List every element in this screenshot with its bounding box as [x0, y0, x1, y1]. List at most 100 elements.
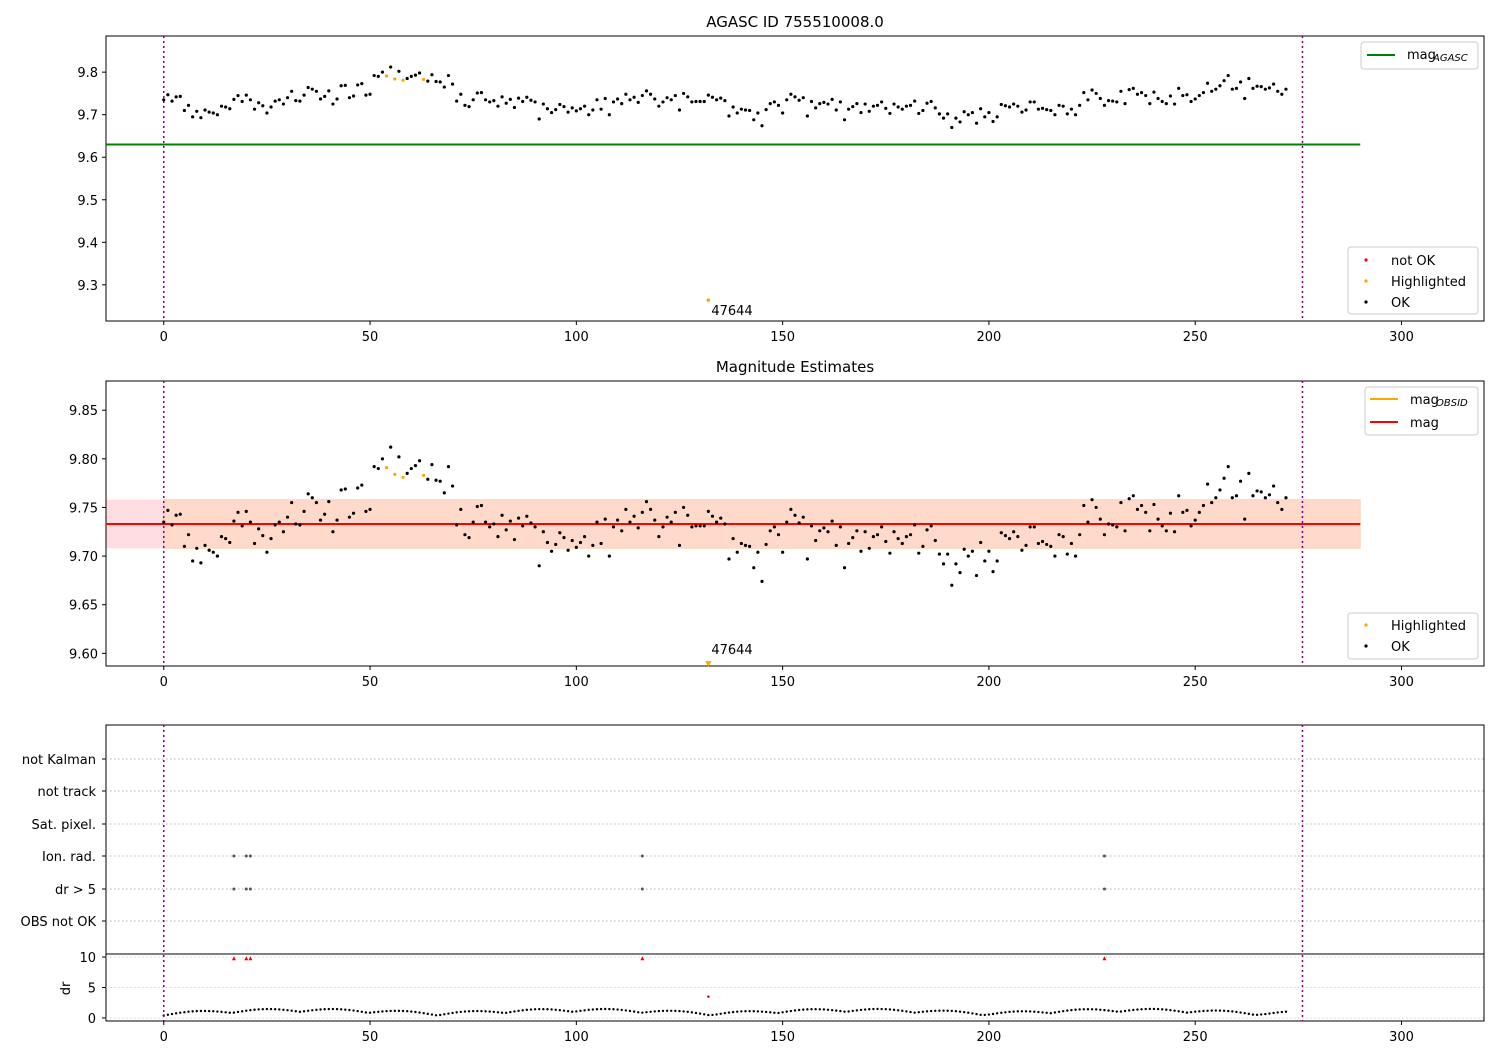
ok-point	[199, 116, 203, 120]
legend-label: OK	[1391, 640, 1410, 655]
dr-point	[884, 1007, 887, 1011]
flag-row-label: not Kalman	[22, 753, 96, 768]
ok-point	[298, 99, 302, 103]
dr-point	[620, 1008, 623, 1012]
dr-point	[612, 1008, 615, 1011]
ok-point	[191, 115, 195, 119]
ok-point	[310, 87, 314, 91]
ok-point	[1234, 494, 1239, 498]
dr-point	[579, 1009, 582, 1013]
ok-point	[376, 466, 380, 471]
dr-point	[1000, 1011, 1003, 1014]
ok-point	[236, 510, 240, 514]
dr-point	[422, 1011, 425, 1015]
ok-point	[211, 550, 215, 554]
dr-point	[1260, 1013, 1263, 1016]
flag-row-label: OBS not OK	[21, 915, 97, 930]
panel2-ytick-label: 9.65	[69, 599, 98, 614]
ok-point	[731, 105, 735, 109]
dr-point	[690, 1011, 694, 1014]
dr-point	[1189, 1010, 1193, 1014]
ok-point	[186, 103, 191, 107]
panel1-ytick-label: 9.5	[77, 194, 98, 209]
dr-high-point	[640, 956, 645, 961]
ok-point	[715, 98, 719, 102]
ok-point	[752, 566, 756, 570]
panel1-xtick-label: 100	[564, 675, 589, 690]
ok-point	[946, 112, 950, 116]
dr-point	[1222, 1009, 1226, 1012]
ok-point	[360, 483, 364, 487]
ok-point	[442, 85, 446, 89]
dr-point	[261, 1008, 264, 1011]
dr-point	[1198, 1010, 1201, 1013]
ok-point	[434, 79, 438, 84]
dr-point	[719, 1012, 722, 1015]
dr-point	[203, 1009, 207, 1013]
ok-point	[991, 570, 995, 574]
ok-point	[1094, 91, 1098, 96]
dr-point	[1049, 1011, 1052, 1015]
dr-point	[628, 1009, 632, 1013]
ok-point	[904, 535, 908, 539]
ok-point	[739, 107, 743, 111]
ok-point	[1267, 86, 1272, 90]
dr-point	[1082, 1008, 1086, 1011]
ok-point	[1086, 98, 1090, 102]
panel2-legend-bottom: Highlighted OK	[1347, 612, 1479, 660]
dr-point	[401, 1009, 405, 1013]
ok-point	[351, 511, 356, 515]
dr-point	[224, 1011, 227, 1014]
ok-point	[1284, 496, 1288, 500]
ok-point	[413, 464, 418, 468]
ok-point	[1007, 105, 1012, 109]
ok-point	[1226, 73, 1230, 78]
dr-point	[641, 1011, 644, 1014]
ok-point	[203, 543, 207, 547]
dr-point	[1070, 1008, 1073, 1012]
dr-point	[818, 1008, 821, 1011]
ok-point	[549, 549, 554, 553]
dr-point	[546, 1008, 549, 1011]
ok-point	[731, 536, 735, 541]
dr-point	[975, 1012, 978, 1016]
ok-point	[1255, 84, 1259, 88]
ok-point	[913, 99, 917, 103]
panel2-xtick-label: 0	[160, 1030, 168, 1045]
ok-point	[1053, 554, 1057, 558]
highlighted-point	[422, 473, 426, 477]
ok-point	[591, 108, 595, 112]
dr-point	[1193, 1010, 1197, 1013]
ok-point	[570, 538, 574, 543]
ok-point	[525, 514, 529, 518]
ok-point	[1057, 103, 1061, 107]
ok-point	[323, 94, 327, 99]
ok-point	[364, 509, 368, 513]
dr-point	[822, 1008, 826, 1011]
panel1-xtick-label: 150	[770, 675, 795, 690]
dr-point	[377, 1010, 380, 1014]
ok-point	[587, 113, 591, 117]
dr-point	[538, 1007, 541, 1011]
ok-point	[719, 96, 723, 100]
ok-point	[719, 516, 723, 520]
panel1-xtick-label: 250	[1183, 675, 1208, 690]
dr-point	[839, 1009, 842, 1013]
ok-point	[937, 552, 942, 556]
ok-point	[1197, 93, 1201, 98]
ok-point	[1098, 517, 1102, 521]
ok-point	[624, 507, 628, 511]
ok-point	[1271, 82, 1276, 86]
ok-point	[558, 102, 562, 107]
ok-point	[822, 526, 826, 530]
ok-point	[1003, 104, 1008, 108]
ok-point	[1061, 104, 1065, 108]
dr-point	[232, 1011, 236, 1014]
ok-point	[389, 65, 393, 69]
dr-point	[509, 1010, 512, 1014]
ok-point	[314, 89, 319, 93]
dr-point	[278, 1008, 281, 1011]
dr-point	[368, 1011, 372, 1014]
dr-point	[471, 1009, 475, 1013]
ok-point	[186, 533, 191, 537]
